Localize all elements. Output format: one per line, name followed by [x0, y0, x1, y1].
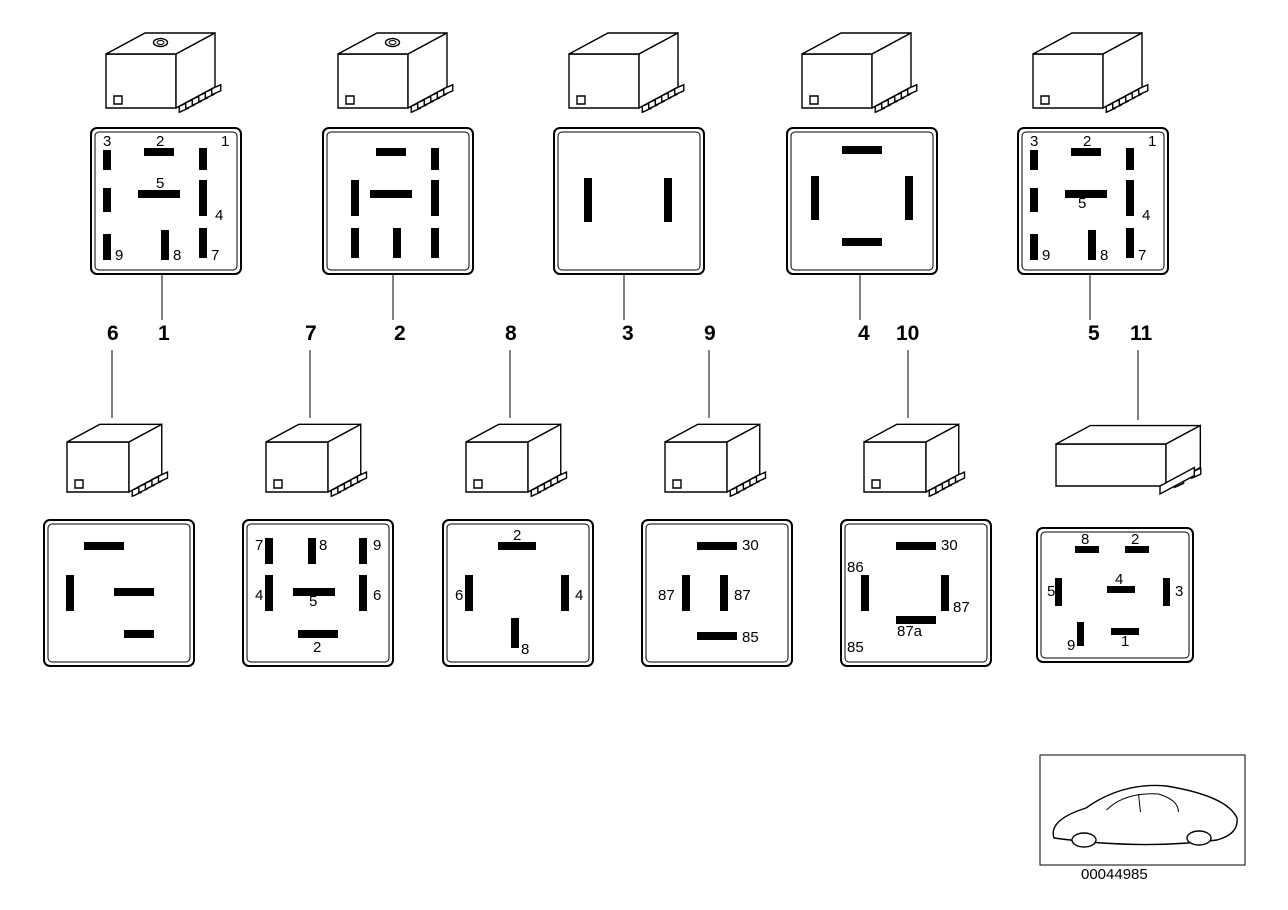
relay-icon [67, 424, 167, 496]
svg-text:3: 3 [1030, 133, 1038, 150]
pin-plate: 30 86 87a 87 85 [841, 520, 991, 666]
relay-icon [864, 424, 964, 496]
relay-icon [665, 424, 765, 496]
ref-number: 4 [858, 322, 870, 345]
diagram-canvas: 3216549873216549877894562264830878785308… [0, 0, 1288, 910]
svg-text:1: 1 [1148, 133, 1156, 150]
pin-plate [554, 128, 704, 274]
svg-text:8: 8 [319, 537, 327, 554]
car-thumbnail [1040, 755, 1245, 865]
relay-icon [338, 33, 453, 112]
ref-number: 2 [394, 322, 406, 345]
svg-text:30: 30 [742, 537, 759, 554]
ref-number: 11 [1130, 322, 1153, 345]
svg-text:7: 7 [1138, 247, 1146, 264]
pin-plate: 8 2 5 4 3 9 1 [1037, 528, 1193, 662]
ref-number: 7 [305, 322, 317, 345]
svg-text:2: 2 [156, 133, 164, 150]
svg-text:30: 30 [941, 537, 958, 554]
part-number: 00044985 [1081, 866, 1148, 883]
ref-number: 3 [622, 322, 634, 345]
svg-text:7: 7 [255, 537, 263, 554]
pin-plate: 30 87 87 85 [642, 520, 792, 666]
svg-text:7: 7 [211, 247, 219, 264]
svg-text:87: 87 [734, 587, 751, 604]
svg-text:85: 85 [847, 639, 864, 656]
pin-plate: 3 2 1 6 5 4 9 8 7 [1018, 128, 1168, 274]
svg-text:6: 6 [1030, 187, 1038, 204]
svg-text:4: 4 [255, 587, 263, 604]
ref-number: 8 [505, 322, 517, 345]
svg-text:9: 9 [1042, 247, 1050, 264]
svg-text:85: 85 [742, 629, 759, 646]
relay-icon [466, 424, 566, 496]
relay-icon [1056, 426, 1201, 494]
svg-text:1: 1 [221, 133, 229, 150]
svg-text:6: 6 [373, 587, 381, 604]
ref-number: 5 [1088, 322, 1100, 345]
svg-text:9: 9 [1067, 637, 1075, 654]
svg-text:2: 2 [1131, 531, 1139, 548]
svg-text:6: 6 [103, 187, 111, 204]
svg-text:9: 9 [373, 537, 381, 554]
svg-text:2: 2 [1083, 133, 1091, 150]
pin-plate: 3 2 1 6 5 4 9 8 7 [91, 128, 241, 274]
relay-icon [106, 33, 221, 112]
svg-text:1: 1 [1121, 633, 1129, 650]
svg-text:87: 87 [658, 587, 675, 604]
ref-number: 6 [107, 322, 119, 345]
pin-plate [787, 128, 937, 274]
svg-text:9: 9 [115, 247, 123, 264]
ref-number: 9 [704, 322, 716, 345]
relay-icon [1033, 33, 1148, 112]
svg-text:4: 4 [575, 587, 583, 604]
svg-text:5: 5 [156, 175, 164, 192]
svg-text:86: 86 [847, 559, 864, 576]
svg-text:3: 3 [103, 133, 111, 150]
svg-text:4: 4 [1142, 207, 1150, 224]
relay-icon [802, 33, 917, 112]
svg-text:4: 4 [215, 207, 223, 224]
svg-text:5: 5 [1047, 583, 1055, 600]
svg-text:5: 5 [1078, 195, 1086, 212]
svg-text:2: 2 [513, 527, 521, 544]
svg-text:8: 8 [173, 247, 181, 264]
svg-text:5: 5 [309, 593, 317, 610]
svg-text:4: 4 [1115, 571, 1123, 588]
relay-icon [569, 33, 684, 112]
ref-number: 1 [158, 322, 170, 345]
svg-text:8: 8 [1081, 531, 1089, 548]
svg-text:8: 8 [521, 641, 529, 658]
svg-text:6: 6 [455, 587, 463, 604]
svg-text:87a: 87a [897, 623, 923, 640]
pin-plate [44, 520, 194, 666]
svg-text:3: 3 [1175, 583, 1183, 600]
pin-plate: 7 8 9 4 5 6 2 [243, 520, 393, 666]
pin-plate [323, 128, 473, 274]
svg-text:87: 87 [953, 599, 970, 616]
svg-text:8: 8 [1100, 247, 1108, 264]
relay-icon [266, 424, 366, 496]
svg-text:2: 2 [313, 639, 321, 656]
ref-number: 10 [896, 322, 919, 345]
pin-plate: 2 6 4 8 [443, 520, 593, 666]
